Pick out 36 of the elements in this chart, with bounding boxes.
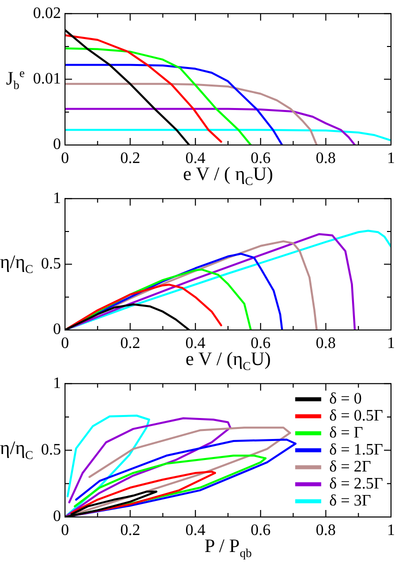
y-tick-label: 0.5 bbox=[41, 256, 61, 273]
y-tick-label: 0 bbox=[53, 321, 61, 338]
y-tick-label: 0 bbox=[53, 136, 61, 154]
y-tick-label: 1 bbox=[53, 190, 61, 207]
y-axis-title: η/η$_{C}$ bbox=[0, 252, 34, 276]
x-tick-label: 0.6 bbox=[250, 334, 271, 352]
x-tick-label: 0.8 bbox=[316, 150, 336, 167]
x-tick-label: 0.4 bbox=[185, 150, 206, 167]
x-tick-label: 1 bbox=[387, 150, 395, 167]
x-axis-title: e V / (η$_{C}$U) bbox=[186, 349, 271, 373]
x-tick-label: 0.2 bbox=[120, 334, 140, 352]
x-tick-label: 0.2 bbox=[120, 150, 140, 167]
x-tick-label: 0.8 bbox=[316, 522, 336, 539]
y-axis-title: η/η$_{C}$ bbox=[0, 438, 34, 462]
y-tick-label: 0.02 bbox=[33, 4, 61, 22]
y-tick-label: 0.5 bbox=[41, 442, 61, 459]
legend-label: δ = 0 bbox=[329, 390, 362, 408]
x-tick-label: 1 bbox=[387, 334, 395, 352]
legend-label: δ = 2Γ bbox=[329, 458, 371, 476]
y-tick-label: 0.01 bbox=[33, 70, 61, 88]
legend-label: δ = 1.5Γ bbox=[329, 442, 383, 459]
legend-label: δ = Γ bbox=[329, 424, 363, 442]
legend-label: δ = 0.5Γ bbox=[329, 408, 383, 425]
x-axis-title: e V / ( η$_{C}$U) bbox=[183, 164, 274, 188]
legend-label: δ = 3Γ bbox=[329, 492, 371, 510]
x-tick-label: 0.6 bbox=[250, 522, 271, 539]
y-tick-label: 1 bbox=[53, 374, 61, 392]
y-tick-label: 0 bbox=[53, 508, 61, 526]
legend-label: δ = 2.5Γ bbox=[329, 476, 383, 493]
x-tick-label: 0.6 bbox=[250, 150, 271, 167]
x-tick-label: 0.2 bbox=[120, 522, 140, 539]
x-tick-label: 0.4 bbox=[185, 522, 206, 539]
x-tick-label: 1 bbox=[387, 522, 395, 539]
x-tick-label: 0.8 bbox=[316, 334, 336, 352]
x-axis-title: P / P$_{qb}$ bbox=[204, 536, 252, 560]
x-tick-label: 0.4 bbox=[185, 334, 206, 352]
